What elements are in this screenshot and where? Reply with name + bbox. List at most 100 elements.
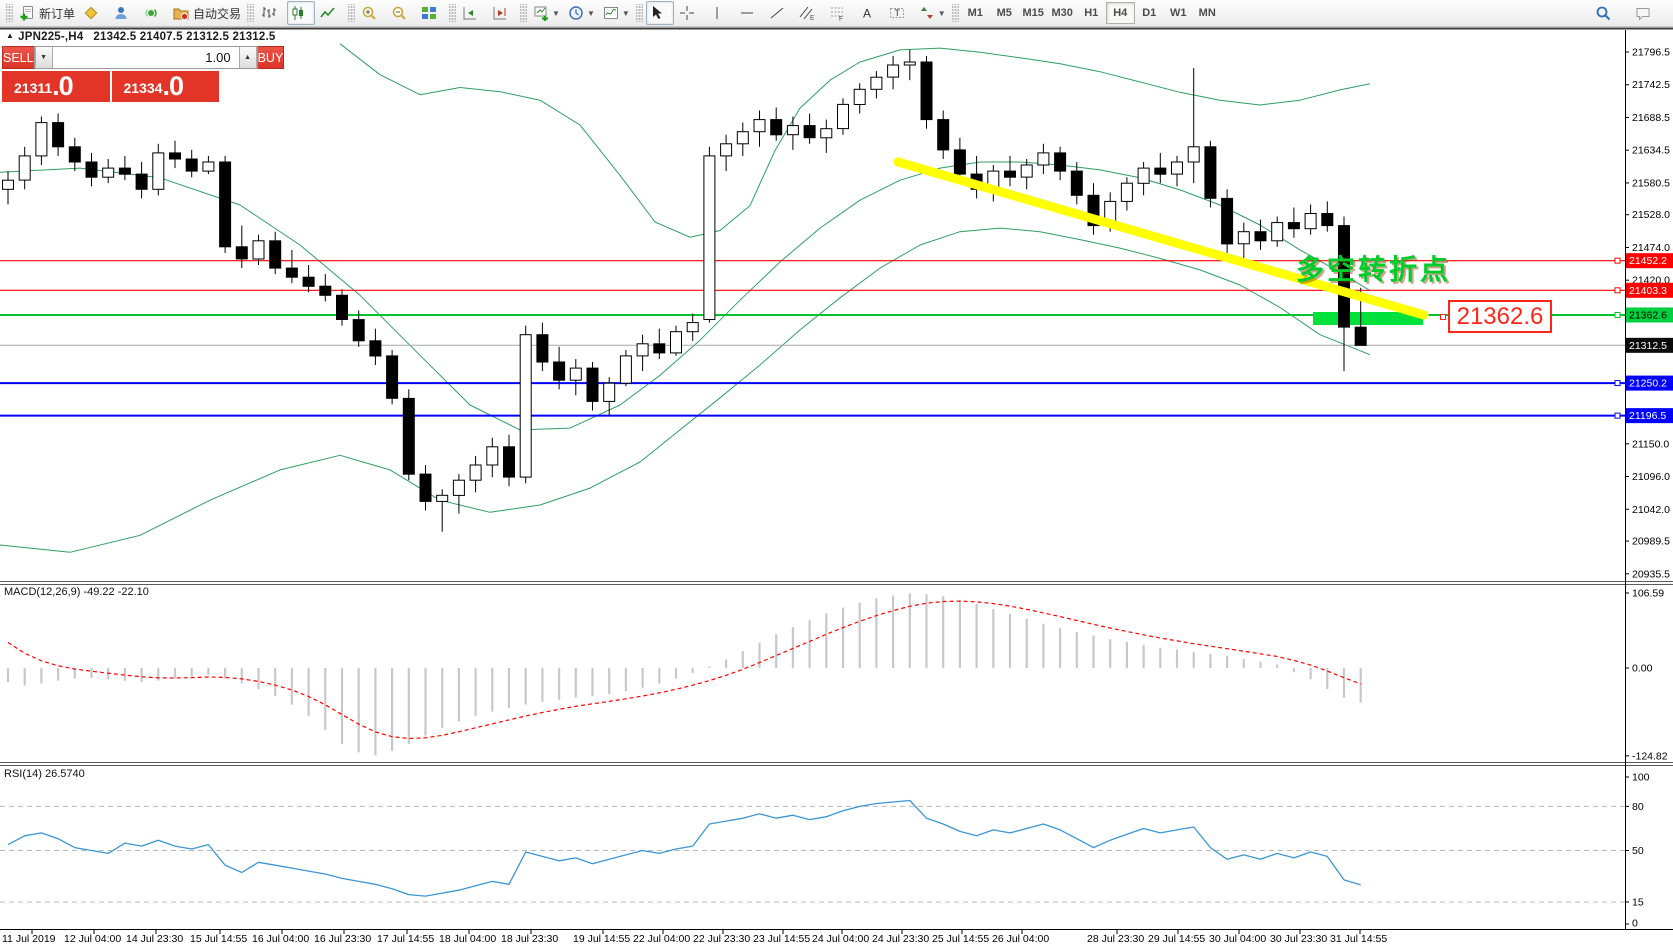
toolbar-grip [6, 4, 13, 22]
candle-body [786, 125, 799, 136]
trendline-object[interactable] [893, 157, 1429, 320]
indicators-button[interactable]: ▼ [600, 1, 633, 25]
candle-body [569, 367, 582, 381]
chevron-down-icon[interactable]: ▼ [621, 8, 630, 18]
vertical-line-button[interactable] [706, 1, 734, 25]
price-badge [1626, 307, 1673, 323]
profiles-button[interactable] [80, 1, 108, 25]
candle-body [603, 382, 616, 402]
candle-body [68, 146, 81, 163]
auto-scroll-button[interactable] [459, 1, 487, 25]
candle-body [169, 152, 181, 160]
cursor-button[interactable] [645, 1, 674, 25]
toolbar-button-label: 新订单 [39, 6, 76, 21]
new-order-button[interactable]: 新订单 [16, 1, 78, 25]
new-chart-button[interactable]: ▼ [530, 1, 563, 25]
line-chart-button[interactable] [317, 1, 345, 25]
sell-button[interactable]: SELL [2, 46, 34, 69]
timeframe-w1[interactable]: W1 [1169, 7, 1187, 19]
line-chart-icon [320, 7, 335, 18]
candle-body [35, 122, 48, 157]
chevron-down-icon[interactable]: ▼ [552, 8, 560, 18]
timeframe-m30[interactable]: M30 [1051, 7, 1073, 19]
community-button[interactable] [110, 1, 138, 25]
candle-body [1271, 222, 1284, 242]
macd-axis-label: 0.00 [1632, 663, 1653, 675]
timeframe-d1[interactable]: D1 [1142, 7, 1157, 19]
price-badge [1626, 408, 1673, 424]
candlestick-button[interactable] [287, 1, 316, 25]
bar-chart-button[interactable] [257, 1, 285, 25]
price-tick-label: 20989.5 [1632, 536, 1670, 548]
candle-body [1120, 182, 1133, 202]
timeframe-h1[interactable]: H1 [1084, 7, 1099, 19]
timeframe-m5[interactable]: M5 [996, 7, 1012, 19]
candle-body [887, 64, 900, 78]
turning-point-annotation[interactable]: 多空转折点 [1296, 254, 1452, 285]
timeframe-m15[interactable]: M15 [1022, 7, 1044, 19]
chart-shift-button[interactable] [489, 1, 517, 25]
timeframe-h4[interactable]: H4 [1105, 2, 1135, 24]
chart-symbol-period: JPN225-,H4 [18, 31, 84, 43]
text-tool-button[interactable]: A [856, 1, 884, 25]
chevron-down-icon[interactable]: ▼ [586, 8, 595, 18]
text-label-button[interactable]: T [886, 1, 914, 25]
candle-body [152, 152, 165, 190]
autotrading-button[interactable]: 自动交易 [170, 1, 244, 25]
candle-body [1304, 213, 1317, 230]
sell-price-main: 21311 [14, 80, 53, 96]
zoom-out-button[interactable] [388, 1, 416, 25]
buy-button[interactable]: BUY [257, 46, 285, 69]
line-end-marker[interactable] [1614, 412, 1621, 419]
candle-body [436, 494, 449, 502]
volume-input[interactable] [52, 47, 239, 68]
date-tick-label: 11 Jul 2019 [2, 933, 56, 945]
tile-windows-button[interactable] [418, 1, 446, 25]
buy-price-panel[interactable]: 21334 .0 [111, 71, 219, 102]
level-box-anchor-marker[interactable] [1440, 314, 1446, 320]
level-price-box[interactable]: 21362.6 [1448, 300, 1552, 333]
candle-body [953, 149, 966, 175]
crosshair-button[interactable] [676, 1, 704, 25]
line-end-marker[interactable] [1614, 380, 1621, 387]
candle-body [1137, 167, 1150, 184]
chevron-down-icon[interactable]: ▼ [937, 8, 946, 18]
toolbar-grip [348, 4, 356, 22]
candle-body [185, 158, 198, 172]
volume-decrease-button[interactable]: ▼ [34, 47, 53, 68]
line-end-marker[interactable] [1614, 287, 1621, 294]
price-badge [1626, 337, 1673, 353]
date-tick-label: 31 Jul 14:55 [1330, 933, 1387, 945]
sell-price-panel[interactable]: 21311 .0 [2, 71, 110, 102]
fibonacci-button[interactable]: F [826, 1, 854, 25]
periods-button[interactable]: ▼ [565, 1, 598, 25]
arrows-button[interactable]: ▼ [916, 1, 949, 25]
line-end-marker[interactable] [1614, 257, 1621, 264]
zoom-in-button[interactable] [358, 1, 386, 25]
search-button[interactable] [1592, 1, 1620, 25]
candle-body [753, 119, 766, 133]
equidistant-channel-button[interactable]: E [796, 1, 824, 25]
date-tick-label: 16 Jul 04:00 [252, 933, 309, 945]
timeframe-m1[interactable]: M1 [967, 7, 983, 19]
chat-icon [1636, 8, 1650, 21]
macd-axis-label: 106.59 [1632, 588, 1664, 600]
trendline-icon [770, 7, 784, 19]
candle-body [1154, 167, 1167, 175]
date-tick-label: 26 Jul 04:00 [992, 933, 1049, 945]
date-tick-label: 22 Jul 04:00 [633, 933, 690, 945]
line-end-marker[interactable] [1614, 311, 1621, 318]
volume-increase-button[interactable]: ▲ [238, 47, 257, 68]
candle-body [720, 143, 733, 157]
rsi-panel: 100 80 50 15 0 [0, 772, 1650, 930]
date-tick-label: 29 Jul 14:55 [1148, 933, 1205, 945]
trendline-button[interactable] [766, 1, 794, 25]
chat-button[interactable] [1632, 1, 1660, 25]
candle-body [903, 61, 916, 66]
horizontal-line-button[interactable] [736, 1, 764, 25]
fibonacci-icon: F [830, 7, 843, 21]
signals-button[interactable] [140, 1, 168, 25]
timeframe-mn[interactable]: MN [1198, 7, 1216, 19]
collapse-indicator-icon[interactable]: ▲ [6, 31, 15, 40]
